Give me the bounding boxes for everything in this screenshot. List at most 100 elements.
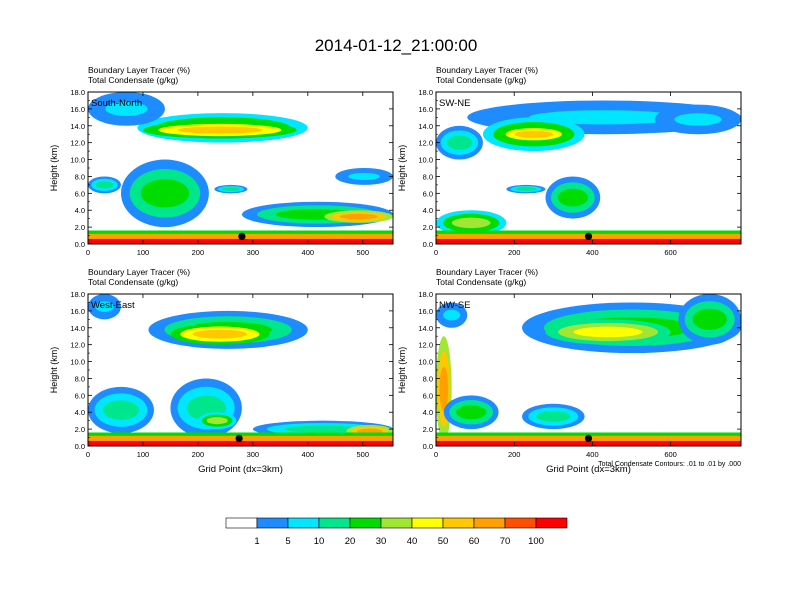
x-tick-label: 0: [86, 450, 90, 459]
x-tick-label: 400: [302, 450, 315, 459]
subtitle-tracer: Boundary Layer Tracer (%): [88, 267, 190, 277]
tracer-field: [436, 92, 741, 244]
colorbar-label: 60: [469, 536, 480, 547]
y-tick-label: 4.0: [423, 206, 433, 215]
panels: Boundary Layer Tracer (%)Total Condensat…: [49, 65, 742, 475]
field-blob: [515, 187, 537, 191]
field-blob: [439, 366, 449, 412]
y-axis-label: Height (km): [49, 347, 59, 394]
y-axis-label: Height (km): [397, 347, 407, 394]
y-tick-label: 2.0: [75, 425, 85, 434]
subtitle-tracer: Boundary Layer Tracer (%): [436, 65, 538, 75]
field-blob: [692, 308, 727, 330]
x-tick-label: 0: [434, 450, 438, 459]
colorbar-label: 5: [285, 536, 290, 547]
location-marker: [584, 232, 593, 240]
x-tick-label: 500: [357, 248, 370, 257]
field-blob: [221, 187, 240, 191]
field-blob: [192, 329, 248, 339]
field-blob: [451, 217, 491, 229]
boundary-layer-band: [88, 238, 393, 244]
boundary-layer-band: [436, 440, 741, 446]
contour-note: Total Condensate Contours: .01 to .01 by…: [598, 461, 741, 468]
x-tick-label: 0: [86, 248, 90, 257]
y-tick-label: 0.0: [75, 442, 85, 451]
field-blob: [102, 400, 140, 420]
colorbar-box: [411, 517, 444, 529]
y-tick-label: 18.0: [418, 290, 433, 299]
field-blob: [95, 301, 114, 312]
field-blob: [446, 135, 473, 150]
y-tick-label: 14.0: [418, 324, 433, 333]
y-tick-label: 14.0: [70, 122, 85, 131]
tracer-field: [436, 294, 741, 446]
field-blob: [206, 417, 228, 425]
y-tick-label: 14.0: [70, 324, 85, 333]
x-tick-label: 200: [192, 450, 205, 459]
y-tick-label: 12.0: [70, 139, 85, 148]
y-tick-label: 18.0: [70, 290, 85, 299]
y-tick-label: 0.0: [423, 442, 433, 451]
y-tick-label: 0.0: [75, 240, 85, 249]
x-tick-label: 100: [137, 248, 150, 257]
x-tick-label: 300: [247, 450, 260, 459]
field-blob: [528, 110, 680, 125]
boundary-layer-band: [436, 238, 741, 244]
field-blob: [105, 101, 148, 116]
x-axis-label: Grid Point (dx=3km): [198, 464, 283, 475]
field-blob: [674, 113, 722, 126]
x-tick-label: 600: [664, 450, 677, 459]
y-tick-label: 16.0: [418, 307, 433, 316]
y-tick-label: 12.0: [418, 139, 433, 148]
x-tick-label: 200: [508, 450, 521, 459]
colorbar-box: [473, 517, 506, 529]
y-tick-label: 6.0: [423, 391, 433, 400]
panel-nw-se: Boundary Layer Tracer (%)Total Condensat…: [397, 267, 742, 475]
colorbar-label: 30: [376, 536, 387, 547]
y-tick-label: 10.0: [70, 358, 85, 367]
colorbar-legend: 1 5 10 20 30 40 50 60 70 100: [225, 517, 568, 547]
y-tick-label: 6.0: [423, 189, 433, 198]
y-tick-label: 6.0: [75, 391, 85, 400]
field-blob: [514, 130, 554, 138]
tracer-field: [88, 294, 393, 446]
y-axis-label: Height (km): [397, 145, 407, 192]
y-tick-label: 8.0: [423, 172, 433, 181]
subtitle-tracer: Boundary Layer Tracer (%): [88, 65, 190, 75]
x-tick-label: 0: [434, 248, 438, 257]
location-marker: [235, 434, 243, 442]
colorbar-label: 1: [254, 536, 259, 547]
colorbar-label: 40: [407, 536, 418, 547]
y-tick-label: 4.0: [423, 408, 433, 417]
y-tick-label: 10.0: [70, 156, 85, 165]
y-tick-label: 4.0: [75, 206, 85, 215]
y-tick-label: 2.0: [423, 425, 433, 434]
y-tick-label: 8.0: [75, 374, 85, 383]
colorbar-box: [504, 517, 537, 529]
panel-sw-ne: Boundary Layer Tracer (%)Total Condensat…: [397, 65, 742, 257]
panel-label: SW-NE: [439, 98, 471, 109]
field-blob: [573, 326, 643, 338]
x-tick-label: 500: [357, 450, 370, 459]
y-tick-label: 4.0: [75, 408, 85, 417]
figure-title: 2014-01-12_21:00:00: [315, 36, 478, 55]
y-tick-label: 8.0: [423, 374, 433, 383]
x-tick-label: 600: [664, 248, 677, 257]
y-tick-label: 2.0: [75, 223, 85, 232]
subtitle-condensate: Total Condensate (g/kg): [88, 75, 178, 85]
y-axis-label: Height (km): [49, 145, 59, 192]
panel-label: NW-SE: [439, 300, 471, 311]
y-tick-label: 18.0: [70, 88, 85, 97]
subtitle-condensate: Total Condensate (g/kg): [436, 75, 526, 85]
field-blob: [177, 126, 263, 134]
x-tick-label: 200: [192, 248, 205, 257]
y-tick-label: 10.0: [418, 358, 433, 367]
colorbar-box: [287, 517, 320, 529]
colorbar-box: [535, 517, 568, 529]
field-blob: [443, 309, 461, 321]
field-blob: [339, 213, 378, 220]
field-blob: [536, 411, 571, 422]
y-tick-label: 16.0: [418, 105, 433, 114]
subtitle-condensate: Total Condensate (g/kg): [436, 277, 526, 287]
